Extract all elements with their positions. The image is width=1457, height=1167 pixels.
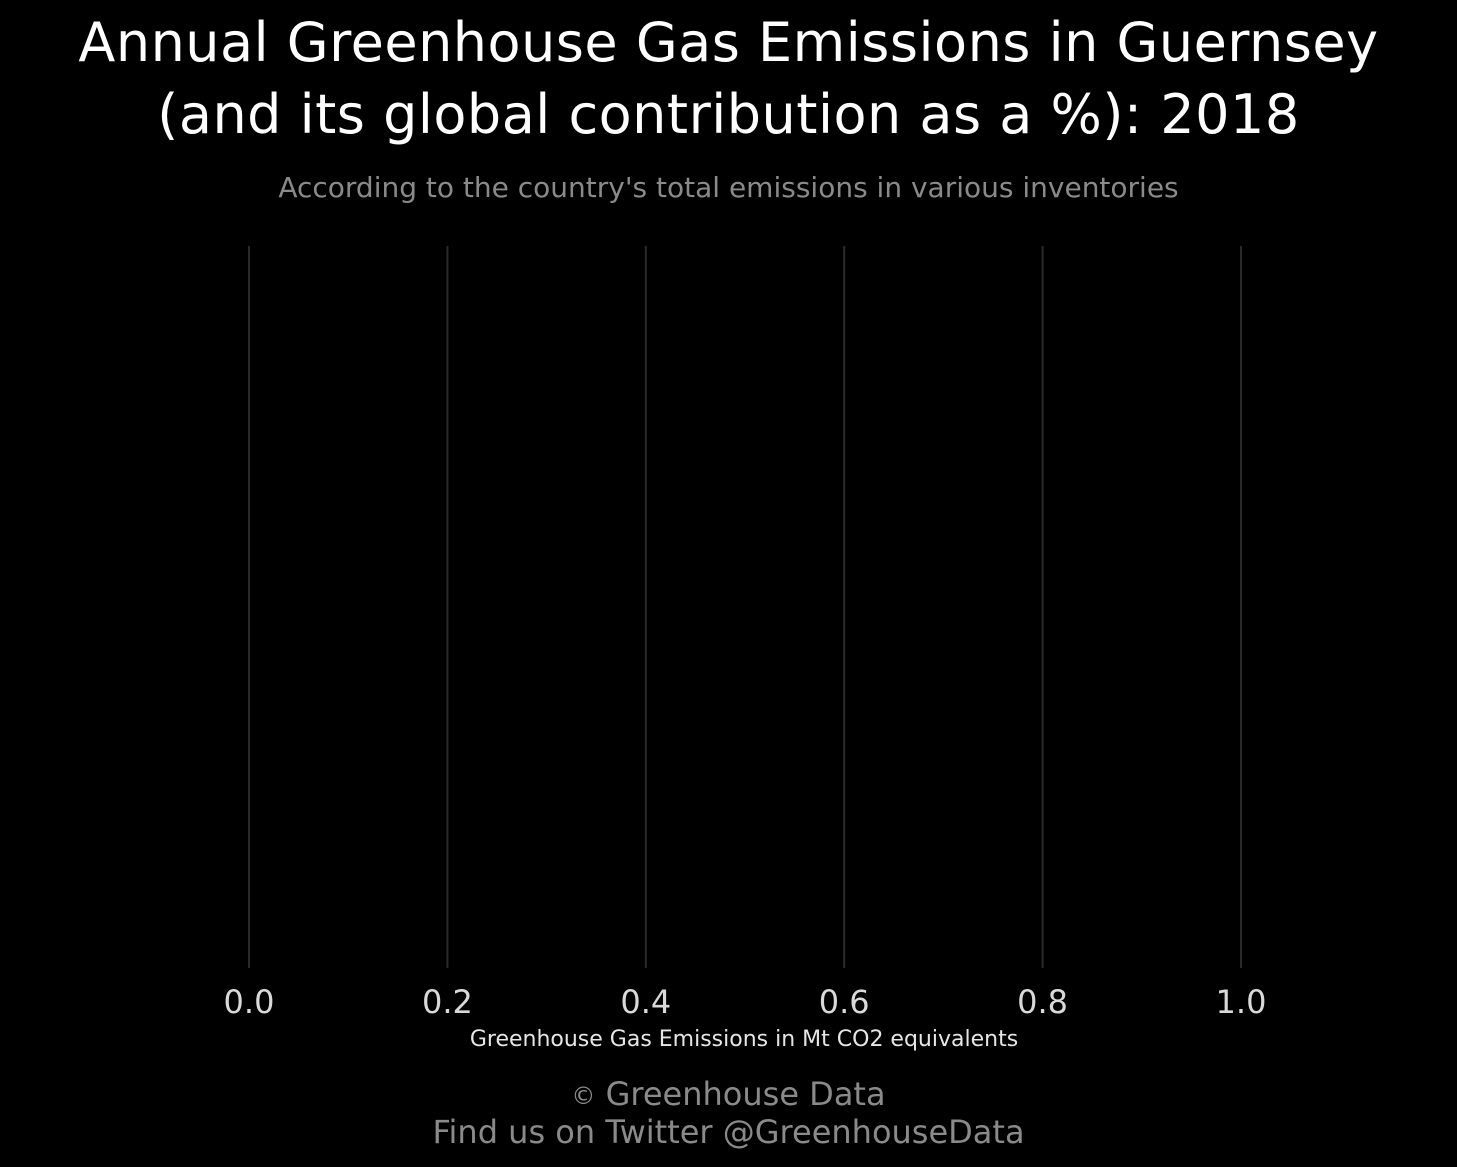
chart-subtitle: According to the country's total emissio… [278,171,1179,204]
x-tick-label: 0.2 [422,983,473,1021]
x-tick-labels: 0.0 0.2 0.4 0.6 0.8 1.0 [224,983,1267,1021]
x-tick-label: 0.4 [620,983,671,1021]
x-axis-label: Greenhouse Gas Emissions in Mt CO2 equiv… [470,1027,1018,1052]
footer-credit-text: Greenhouse Data [605,1075,886,1113]
x-tick-label: 0.6 [819,983,870,1021]
gridlines [248,246,1242,968]
chart-title-line2: (and its global contribution as a %): 20… [157,83,1300,146]
footer-twitter: Find us on Twitter @GreenhouseData [432,1113,1025,1151]
footer-credit: © Greenhouse Data [0,1075,1457,1115]
x-tick-label: 1.0 [1216,983,1267,1021]
x-tick-label: 0.0 [224,983,275,1021]
chart-title-line1: Annual Greenhouse Gas Emissions in Guern… [78,11,1379,74]
x-tick-label: 0.8 [1017,983,1068,1021]
copyright-icon: © [571,1082,596,1110]
